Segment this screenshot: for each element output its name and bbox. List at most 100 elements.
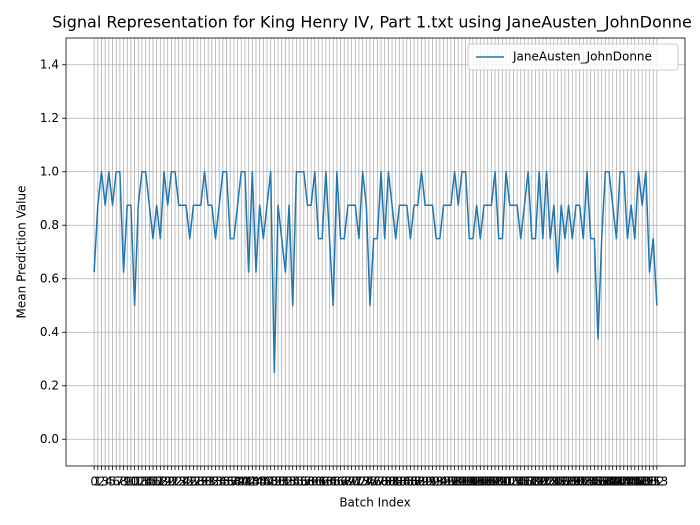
x-tick-label: 60: [307, 475, 322, 489]
x-tick-label: 68: [337, 475, 352, 489]
x-tick-label: 31: [201, 475, 216, 489]
x-tick-label: 94: [432, 475, 447, 489]
x-tick-label: 124: [539, 475, 562, 489]
x-tick-label: 87: [406, 475, 421, 489]
x-tick-label: 118: [517, 475, 540, 489]
data-line: [93, 171, 658, 374]
x-tick-label: 92: [425, 475, 440, 489]
y-tick-label: 0.8: [40, 218, 59, 232]
x-tick-label: 12: [131, 475, 146, 489]
x-tick-label: 88: [410, 475, 425, 489]
x-tick-label: 53: [281, 475, 296, 489]
x-tick-label: 29: [193, 475, 208, 489]
x-tick-label: 50: [270, 475, 285, 489]
x-tick-label: 148: [627, 475, 650, 489]
y-tick-label: 0.0: [40, 432, 59, 446]
x-tick-label: 63: [318, 475, 333, 489]
x-tick-label: 149: [631, 475, 654, 489]
x-tick-label: 143: [609, 475, 632, 489]
x-tick-label: 132: [568, 475, 591, 489]
x-tick-label: 73: [355, 475, 370, 489]
x-tick-label: 13: [134, 475, 149, 489]
x-tick-label: 152: [642, 475, 665, 489]
x-tick-label: 105: [469, 475, 492, 489]
x-tick-label: 128: [553, 475, 576, 489]
x-tick-label: 89: [414, 475, 429, 489]
x-tick-label: 76: [366, 475, 381, 489]
x-tick-label: 3: [101, 475, 109, 489]
x-tick-label: 112: [495, 475, 518, 489]
x-tick-label: 126: [546, 475, 569, 489]
x-tick-label: 102: [458, 475, 481, 489]
x-tick-label: 42: [241, 475, 256, 489]
x-tick-label: 80: [381, 475, 396, 489]
axes-frame: [65, 37, 686, 467]
x-tick-label: 57: [296, 475, 311, 489]
x-tick-label: 142: [605, 475, 628, 489]
x-tick-label: 1: [94, 475, 102, 489]
x-tick-label: 144: [612, 475, 635, 489]
x-tick-label: 153: [645, 475, 668, 489]
x-tick-label: 52: [278, 475, 293, 489]
x-tick-label: 78: [373, 475, 388, 489]
x-tick-label: 59: [303, 475, 318, 489]
x-tick-label: 36: [219, 475, 234, 489]
x-tick-label: 81: [384, 475, 399, 489]
x-tick-label: 104: [465, 475, 488, 489]
x-tick-label: 64: [322, 475, 337, 489]
x-tick-label: 121: [528, 475, 551, 489]
y-axis-label: Mean Prediction Value: [15, 186, 29, 319]
x-tick-label: 131: [564, 475, 587, 489]
x-tick-label: 66: [329, 475, 344, 489]
x-tick-label: 103: [462, 475, 485, 489]
x-tick-label: 32: [204, 475, 219, 489]
x-tick-label: 141: [601, 475, 624, 489]
legend-label: JaneAusten_JohnDonne: [512, 50, 652, 64]
x-tick-label: 133: [572, 475, 595, 489]
x-tick-label: 147: [623, 475, 646, 489]
x-tick-label: 62: [315, 475, 330, 489]
x-tick-label: 137: [587, 475, 610, 489]
x-tick-label: 109: [484, 475, 507, 489]
x-tick-label: 19: [156, 475, 171, 489]
x-tick-label: 135: [579, 475, 602, 489]
x-tick-label: 35: [215, 475, 230, 489]
x-tick-label: 85: [399, 475, 414, 489]
x-tick-label: 30: [197, 475, 212, 489]
y-tick-label: 0.4: [40, 325, 59, 339]
x-tick-label: 49: [267, 475, 282, 489]
chart-title: Signal Representation for King Henry IV,…: [52, 13, 692, 33]
x-tick-label: 134: [576, 475, 599, 489]
x-tick-label: 39: [230, 475, 245, 489]
x-tick-label: 48: [263, 475, 278, 489]
x-tick-label: 7: [116, 475, 124, 489]
x-tick-label: 86: [403, 475, 418, 489]
x-tick-label: 55: [289, 475, 304, 489]
x-tick-label: 106: [473, 475, 496, 489]
x-tick-label: 46: [256, 475, 271, 489]
x-tick-label: 41: [237, 475, 252, 489]
x-tick-label: 74: [359, 475, 374, 489]
x-tick-label: 5: [109, 475, 117, 489]
x-tick-label: 17: [149, 475, 164, 489]
x-tick-label: 90: [418, 475, 433, 489]
x-tick-label: 119: [520, 475, 543, 489]
x-tick-label: 130: [561, 475, 584, 489]
x-tick-label: 58: [300, 475, 315, 489]
x-tick-label: 4: [105, 475, 113, 489]
x-tick-label: 9: [123, 475, 131, 489]
x-tick-label: 2: [98, 475, 106, 489]
x-tick-label: 11: [127, 475, 142, 489]
x-tick-label: 28: [189, 475, 204, 489]
x-tick-label: 54: [285, 475, 300, 489]
x-tick-label: 44: [248, 475, 263, 489]
x-tick-label: 139: [594, 475, 617, 489]
x-tick-label: 150: [634, 475, 657, 489]
x-tick-label: 129: [557, 475, 580, 489]
x-tick-label: 23: [171, 475, 186, 489]
x-tick-label: 120: [524, 475, 547, 489]
x-tick-label: 72: [351, 475, 366, 489]
x-tick-label: 97: [443, 475, 458, 489]
x-tick-label: 38: [226, 475, 241, 489]
x-tick-label: 123: [535, 475, 558, 489]
